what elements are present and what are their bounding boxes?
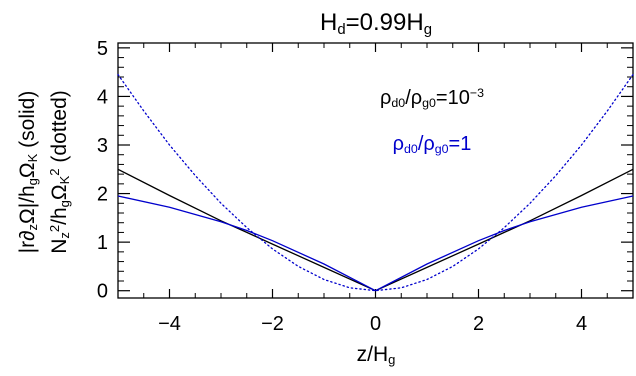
series-line-2 [117, 195, 634, 292]
y-axis-label-solid: |r∂zΩ|/hgΩK (solid) [16, 91, 40, 254]
plot-frame [117, 42, 634, 299]
plot-title: Hd=0.99Hg [320, 9, 432, 38]
x-tick-label: 4 [576, 313, 587, 335]
y-tick-label: 0 [97, 281, 108, 303]
y-tick-label: 2 [97, 184, 108, 206]
annotation-2: ρd0/ρg0=1 [393, 133, 472, 156]
y-tick-label: 4 [97, 86, 108, 108]
x-tick-label: 0 [370, 313, 381, 335]
series-line-1 [117, 168, 634, 292]
x-tick-label: 2 [473, 313, 484, 335]
x-tick-label: −4 [158, 313, 181, 335]
annotations: ρd0/ρg0=10−3 ρd0/ρg0=1 [380, 86, 484, 156]
y-tick-label: 5 [97, 38, 108, 60]
x-tick-label: −2 [261, 313, 284, 335]
y-tick-label: 1 [97, 232, 108, 254]
series-group [117, 73, 634, 292]
x-axis-label: z/Hg [357, 343, 396, 367]
y-tick-label: 3 [97, 135, 108, 157]
y-axis-label-dotted: Nz2/hgΩK2 (dotted) [47, 90, 72, 254]
series-line-3 [117, 73, 634, 292]
axis-ticks: −4 −2 0 2 4 0 1 2 3 4 5 [97, 38, 634, 335]
annotation-1: ρd0/ρg0=10−3 [380, 86, 484, 110]
